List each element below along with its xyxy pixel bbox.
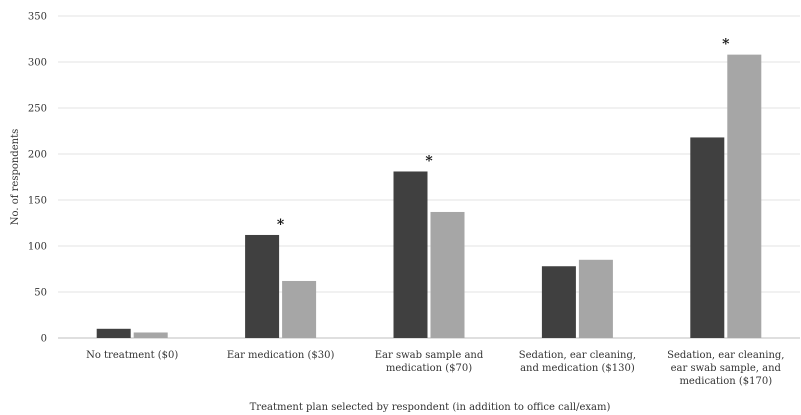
- y-tick-label: 0: [41, 334, 47, 345]
- y-tick-label: 250: [28, 104, 47, 115]
- x-tick-label: Ear medication ($30): [227, 350, 335, 361]
- x-tick-label-line: Sedation, ear cleaning,: [519, 350, 636, 361]
- y-axis-ticks: 0 50 100 150 200 250 300 350: [28, 12, 47, 345]
- bars: [96, 54, 762, 338]
- y-tick-label: 200: [28, 150, 47, 161]
- bar-series-2: [578, 259, 613, 338]
- bar-series-1: [690, 137, 725, 338]
- gridlines: [58, 15, 800, 339]
- bar-series-2: [282, 280, 317, 338]
- x-tick-label-line: Ear medication ($30): [227, 350, 335, 361]
- significance-marker: *: [277, 217, 285, 233]
- y-tick-label: 100: [28, 242, 47, 253]
- y-axis-title: No. of respondents: [10, 129, 21, 225]
- bar-series-2: [430, 211, 465, 338]
- x-axis-category-labels: No treatment ($0) Ear medication ($30) Ear…: [86, 350, 784, 387]
- y-tick-label: 150: [28, 196, 47, 207]
- y-tick-label: 300: [28, 58, 47, 69]
- x-tick-label: Sedation, ear cleaning, and medication ($…: [519, 350, 636, 374]
- bar-series-2: [727, 54, 762, 338]
- bar-series-1: [393, 171, 428, 338]
- x-tick-label: No treatment ($0): [86, 350, 178, 361]
- y-tick-label: 50: [34, 288, 47, 299]
- x-tick-label-line: and medication ($130): [520, 363, 635, 374]
- x-tick-label: Ear swab sample and medication ($70): [375, 350, 484, 374]
- significance-markers: * * *: [277, 37, 730, 233]
- x-tick-label-line: medication ($70): [386, 363, 472, 374]
- bar-series-1: [96, 328, 131, 338]
- y-tick-label: 350: [28, 12, 47, 23]
- x-axis-title: Treatment plan selected by respondent (i…: [250, 402, 611, 413]
- x-tick-label-line: medication ($170): [679, 376, 772, 387]
- bar-series-2: [133, 332, 168, 338]
- x-tick-label: Sedation, ear cleaning, ear swab sample, …: [667, 350, 784, 387]
- x-tick-label-line: Sedation, ear cleaning,: [667, 350, 784, 361]
- significance-marker: *: [722, 37, 730, 53]
- x-tick-label-line: ear swab sample, and: [671, 363, 782, 374]
- significance-marker: *: [425, 153, 433, 169]
- x-tick-label-line: Ear swab sample and: [375, 350, 484, 361]
- bar-series-1: [245, 234, 280, 338]
- bar-series-1: [541, 266, 576, 338]
- x-tick-label-line: No treatment ($0): [86, 350, 178, 361]
